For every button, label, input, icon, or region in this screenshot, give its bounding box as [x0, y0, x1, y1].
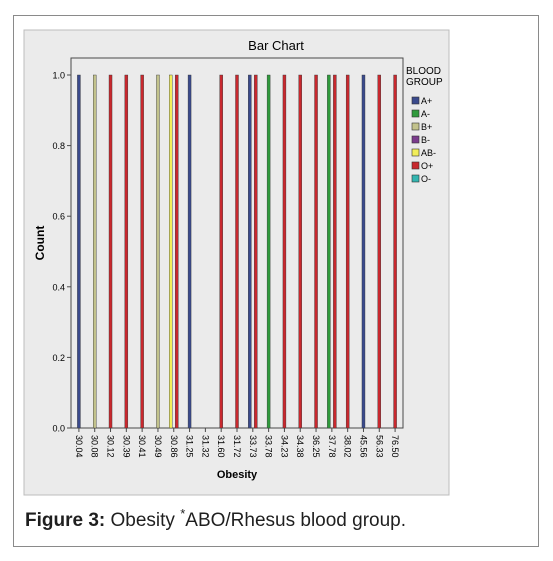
legend-swatch — [411, 109, 420, 118]
x-tick-label: 31.25 — [185, 435, 195, 458]
y-tick-label: 0.2 — [52, 353, 65, 363]
legend-label: O- — [421, 174, 431, 184]
bar-opos — [314, 74, 318, 429]
figure-caption: Figure 3: Obesity *ABO/Rhesus blood grou… — [25, 506, 406, 532]
bar-apos — [361, 74, 366, 429]
x-axis: 30.04 30.08 30.12 30.39 30.41 30.49 30.86 31.25… — [74, 428, 400, 458]
x-tick-label: 31.72 — [232, 435, 242, 458]
bar-bpos — [93, 74, 97, 429]
bar-apos — [187, 74, 192, 429]
legend-title-line-1: BLOOD — [406, 66, 441, 77]
bar-opos — [393, 74, 397, 429]
x-tick-label: 37.78 — [327, 435, 337, 458]
bar-bpos — [156, 74, 160, 429]
legend-label: B+ — [421, 122, 432, 132]
bar-opos — [175, 74, 179, 429]
bar-series — [77, 74, 397, 429]
x-tick-label: 31.32 — [200, 435, 210, 458]
x-tick-label: 30.12 — [106, 435, 116, 458]
x-tick-label: 33.78 — [264, 435, 274, 458]
legend-label: O+ — [421, 161, 433, 171]
bar-abneg — [169, 74, 173, 429]
figure-frame — [13, 15, 539, 547]
x-tick-label: 30.86 — [169, 435, 179, 458]
bar-opos — [140, 74, 144, 429]
bar-aneg — [266, 74, 271, 429]
x-tick-label: 30.41 — [137, 435, 147, 458]
y-tick-label: 0.0 — [52, 424, 65, 434]
chart-title: Bar Chart — [248, 38, 304, 53]
x-tick-label: 34.23 — [279, 435, 289, 458]
bar-opos — [282, 74, 287, 429]
bar-opos — [333, 74, 337, 429]
caption-label: Figure 3: — [25, 510, 106, 531]
legend-entries: A+ A- B+ B- AB- O+ O- — [411, 96, 436, 184]
legend-swatch — [411, 96, 420, 105]
x-tick-label: 31.60 — [216, 435, 226, 458]
bar-apos — [248, 74, 252, 429]
x-tick-label: 33.73 — [248, 435, 258, 458]
x-tick-label: 30.08 — [90, 435, 100, 458]
x-tick-label: 76.50 — [390, 435, 400, 458]
legend-label: A- — [421, 109, 430, 119]
legend-swatch — [411, 135, 420, 144]
x-axis-label: Obesity — [217, 469, 258, 481]
y-tick-label: 0.4 — [52, 282, 65, 292]
legend-swatch — [411, 174, 420, 183]
legend: BLOOD GROUP A+ A- B+ B- AB- O+ O- — [406, 66, 443, 184]
x-tick-label: 38.02 — [343, 435, 353, 458]
caption-text-before: Obesity — [110, 510, 181, 531]
y-axis-label: Count — [33, 226, 47, 261]
legend-swatch — [411, 148, 420, 157]
bar-opos — [298, 74, 302, 429]
x-tick-label: 56.33 — [374, 435, 384, 458]
x-tick-label: 30.49 — [153, 435, 163, 458]
caption-superscript: * — [180, 506, 186, 521]
legend-label: A+ — [421, 96, 432, 106]
bar-opos — [108, 74, 113, 429]
bar-opos — [219, 74, 223, 429]
legend-swatch — [411, 122, 420, 131]
legend-title-line-2: GROUP — [406, 77, 443, 88]
x-tick-label: 30.39 — [121, 435, 131, 458]
x-tick-label: 30.04 — [74, 435, 84, 458]
y-axis: 0.0 0.2 0.4 0.6 0.8 1.0 — [52, 71, 71, 434]
y-tick-label: 0.6 — [52, 212, 65, 222]
x-tick-label: 36.25 — [311, 435, 321, 458]
caption-text-after: ABO/Rhesus blood group. — [185, 510, 407, 531]
bar-opos — [124, 74, 129, 429]
bar-opos — [254, 74, 258, 429]
y-tick-label: 0.8 — [52, 141, 65, 151]
bar-opos — [235, 74, 239, 429]
bar-opos — [377, 74, 381, 429]
bar-apos — [77, 74, 81, 429]
y-tick-label: 1.0 — [52, 71, 65, 81]
x-tick-label: 34.38 — [295, 435, 305, 458]
legend-label: B- — [421, 135, 430, 145]
bar-opos — [345, 74, 350, 429]
bar-aneg — [327, 74, 331, 429]
x-tick-label: 45.56 — [358, 435, 368, 458]
legend-swatch — [411, 161, 420, 170]
legend-label: AB- — [421, 148, 436, 158]
bar-chart: Bar Chart 0.00.20.40.60.81.0 30.04 30.08 3… — [23, 29, 450, 496]
